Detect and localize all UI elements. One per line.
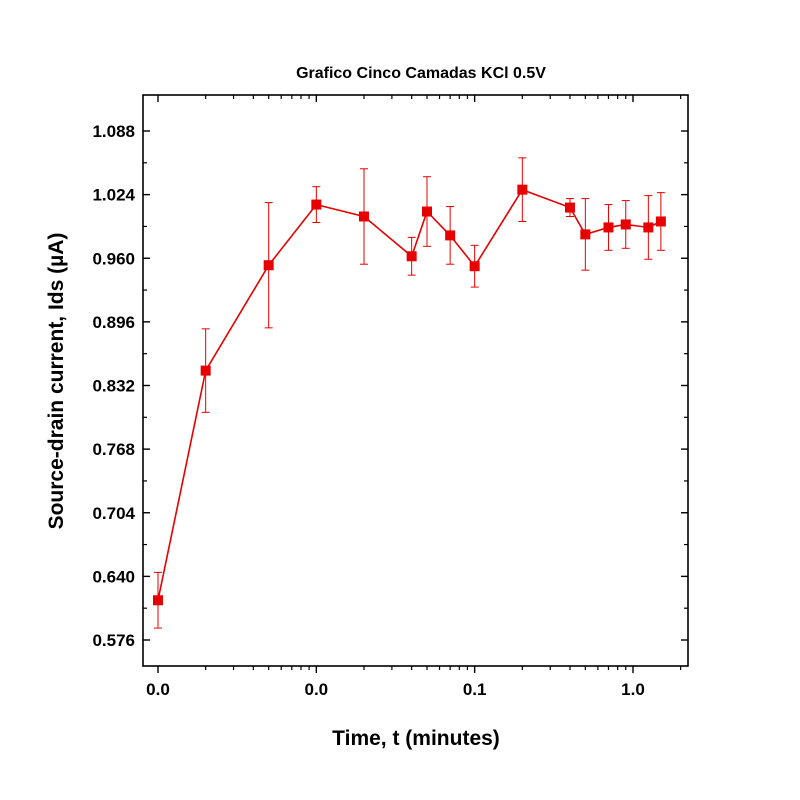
- y-tick-label: 0.832: [92, 377, 135, 396]
- series-line: [157, 188, 662, 601]
- plot-frame: [142, 94, 689, 667]
- data-point: [603, 222, 614, 233]
- chart-title: Grafico Cinco Camadas KCl 0.5V: [296, 65, 546, 82]
- y-tick-label: 0.960: [92, 249, 135, 268]
- data-point: [643, 222, 654, 233]
- axis-ticks: 0.576 0.640 0.704 0.768 0.832 0.896 0.960 1.024…: [92, 95, 688, 699]
- data-point: [517, 184, 528, 195]
- x-tick-label: 0.0: [146, 680, 170, 699]
- y-axis-label: Source-drain current, Ids (µA): [45, 233, 68, 530]
- data-point: [358, 211, 369, 222]
- y-tick-label: 0.768: [92, 440, 135, 459]
- x-tick-label: 0.1: [463, 680, 487, 699]
- y-tick-label: 0.896: [92, 313, 135, 332]
- y-tick-label: 0.704: [92, 504, 135, 523]
- y-tick-label: 1.024: [92, 186, 135, 205]
- data-point: [200, 365, 211, 376]
- x-tick-label: 1.0: [621, 680, 645, 699]
- data-point: [153, 595, 163, 606]
- data-point: [311, 199, 322, 210]
- data-point: [655, 216, 666, 227]
- data-series: [153, 157, 666, 629]
- data-point: [445, 230, 456, 241]
- data-point: [422, 206, 433, 217]
- data-point: [580, 229, 591, 240]
- y-tick-label: 0.576: [92, 631, 135, 650]
- data-point: [620, 219, 631, 230]
- data-point: [564, 202, 575, 213]
- data-point: [406, 251, 417, 262]
- data-point: [469, 261, 480, 272]
- y-tick-label: 1.088: [92, 122, 135, 141]
- data-point: [263, 260, 274, 271]
- x-tick-label: 0.0: [305, 680, 329, 699]
- y-tick-label: 0.640: [92, 567, 135, 586]
- x-axis-label: Time, t (minutes): [332, 727, 500, 750]
